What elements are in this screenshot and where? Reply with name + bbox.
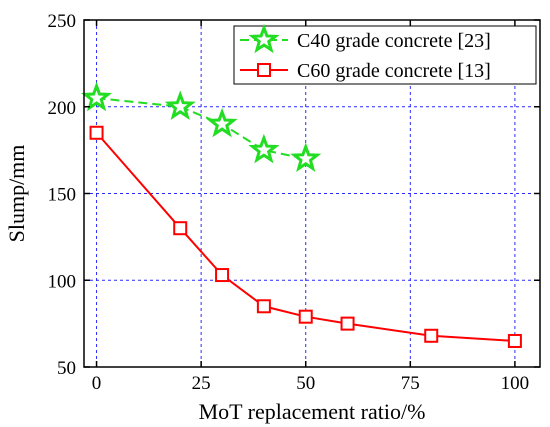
legend-box xyxy=(233,25,537,85)
data-point xyxy=(173,221,188,236)
y-tick-label: 200 xyxy=(48,98,77,119)
data-point xyxy=(507,333,522,348)
data-point xyxy=(89,125,104,140)
data-point xyxy=(298,309,313,324)
data-point xyxy=(248,133,280,164)
legend-marker-1 xyxy=(248,23,280,54)
legend: C40 grade concrete [23] C60 grade concret… xyxy=(233,23,537,85)
x-tick-label: 25 xyxy=(192,373,211,394)
x-tick-label: 50 xyxy=(296,373,315,394)
data-point xyxy=(424,328,439,343)
data-point xyxy=(206,107,238,138)
x-tick-label: 0 xyxy=(92,373,102,394)
data-point xyxy=(215,268,230,283)
legend-label-2: C60 grade concrete [13] xyxy=(297,60,491,82)
x-tick-label: 75 xyxy=(401,373,420,394)
data-point xyxy=(290,142,322,173)
axis-ticks: 0 25 50 75 100 50 100 150 200 250 xyxy=(48,11,540,394)
y-tick-label: 250 xyxy=(48,11,77,32)
data-point xyxy=(340,316,355,331)
x-tick-label: 100 xyxy=(501,373,530,394)
data-point xyxy=(256,299,271,314)
series-layer xyxy=(81,81,522,348)
legend-label-1: C40 grade concrete [23] xyxy=(297,30,491,52)
data-point xyxy=(81,81,113,112)
y-axis-title: Slump/mm xyxy=(4,145,29,243)
y-tick-label: 100 xyxy=(48,271,77,292)
y-tick-label: 50 xyxy=(57,358,76,379)
x-axis-title: MoT replacement ratio/% xyxy=(199,399,426,424)
series-line-2 xyxy=(95,132,515,342)
y-tick-label: 150 xyxy=(48,185,77,206)
legend-marker-2 xyxy=(257,63,271,77)
data-point xyxy=(164,90,196,120)
